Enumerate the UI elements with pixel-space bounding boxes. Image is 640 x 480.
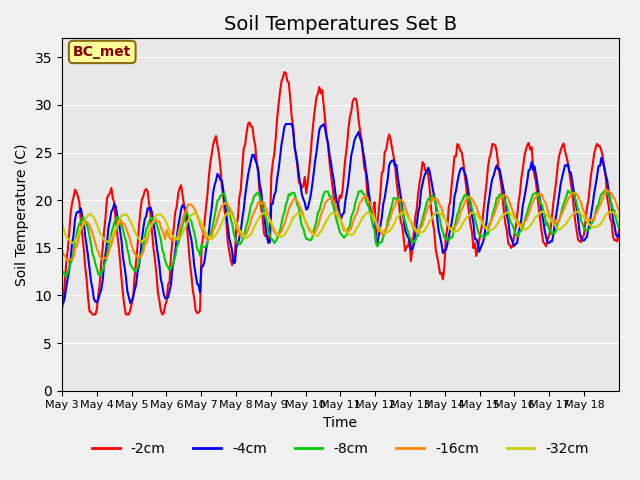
-2cm [348,108,355,114]
-16cm [346,227,354,233]
-4cm [77,205,84,211]
-32cm [346,231,354,237]
-32cm [68,240,76,246]
-32cm [538,209,546,215]
-32cm [79,223,86,228]
-2cm [96,281,104,287]
-8cm [96,272,104,278]
-2cm [541,240,548,246]
-4cm [456,167,464,172]
-4cm [95,297,102,302]
Legend: -2cm, -4cm, -8cm, -16cm, -32cm: -2cm, -4cm, -8cm, -16cm, -32cm [86,436,595,461]
-8cm [541,212,548,217]
-8cm [58,269,66,275]
Line: -2cm: -2cm [62,72,619,314]
Line: -4cm: -4cm [62,124,619,305]
-4cm [612,232,620,238]
Text: BC_met: BC_met [73,45,131,59]
-4cm [282,121,290,127]
-16cm [58,247,66,252]
-16cm [456,209,464,215]
-2cm [458,149,466,155]
-4cm [346,166,354,172]
X-axis label: Time: Time [323,416,357,430]
-2cm [615,228,623,234]
-4cm [540,217,547,223]
-8cm [458,198,466,204]
-32cm [58,221,66,227]
-16cm [79,224,86,229]
-32cm [614,212,621,218]
Y-axis label: Soil Temperature (C): Soil Temperature (C) [15,143,29,286]
-8cm [63,274,70,279]
-4cm [615,232,623,238]
-2cm [58,307,66,312]
-2cm [614,239,621,244]
-8cm [79,215,86,221]
-32cm [615,214,623,220]
-4cm [58,302,66,308]
Title: Soil Temperatures Set B: Soil Temperatures Set B [224,15,457,34]
-8cm [346,223,354,229]
-16cm [604,187,611,193]
Line: -8cm: -8cm [62,191,619,276]
-8cm [358,188,365,193]
-16cm [615,208,623,214]
Line: -16cm: -16cm [62,190,619,262]
Line: -32cm: -32cm [62,212,619,243]
-16cm [540,196,547,202]
-2cm [77,218,84,224]
-16cm [96,253,104,259]
-16cm [614,204,621,209]
-16cm [64,259,72,265]
-2cm [88,312,96,317]
-8cm [614,220,621,226]
-2cm [280,69,288,75]
-8cm [615,225,623,231]
-32cm [96,229,104,235]
-32cm [541,210,548,216]
-32cm [456,225,464,231]
